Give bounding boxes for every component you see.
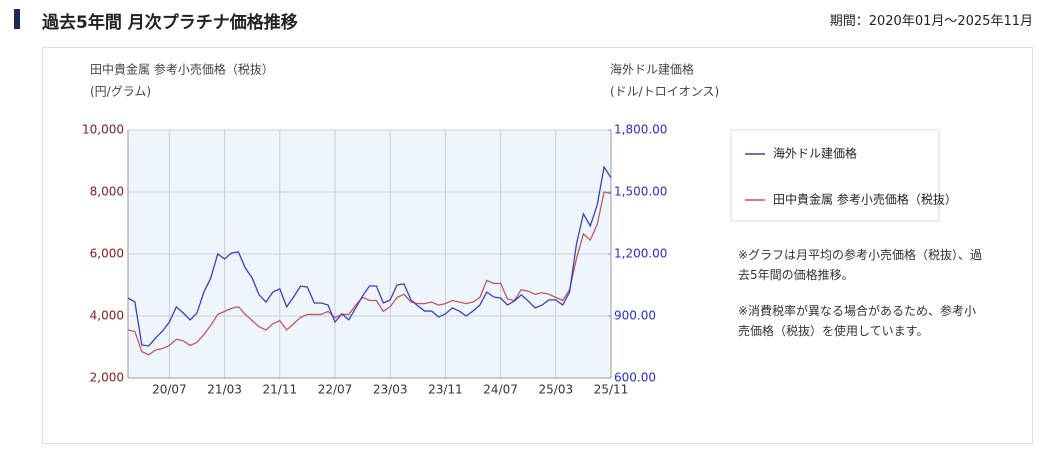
x-tick-label: 22/07	[318, 383, 353, 397]
y-tick-label: 6,000	[90, 247, 124, 261]
page-title: 過去5年間 月次プラチナ価格推移	[42, 13, 298, 33]
x-tick-label: 21/03	[207, 383, 242, 397]
y2-tick-label: 1,200.00	[614, 247, 667, 261]
y-tick-label: 8,000	[90, 185, 124, 199]
x-tick-label: 25/03	[539, 383, 574, 397]
x-tick-label: 24/07	[483, 383, 518, 397]
x-tick-label: 20/07	[152, 383, 187, 397]
y-tick-label: 10,000	[82, 123, 124, 137]
y-tick-label: 4,000	[90, 309, 124, 323]
x-tick-label: 23/11	[428, 383, 463, 397]
y2-tick-label: 600.00	[614, 371, 656, 385]
note: ※消費税率が異なる場合があるため、参考小売価格（税抜）を使用しています。	[738, 304, 977, 338]
x-tick-label: 25/11	[594, 383, 629, 397]
chart-card	[42, 47, 1033, 444]
line-series	[127, 191, 612, 356]
y2-tick-label: 900.00	[614, 309, 656, 323]
legend-label: 海外ドル建価格	[773, 146, 857, 161]
header: 過去5年間 月次プラチナ価格推移 期間：2020年01月～2025年11月	[0, 0, 1055, 40]
x-tick-label: 21/11	[263, 383, 298, 397]
x-tick-label: 23/03	[373, 383, 408, 397]
period: 期間：2020年01月～2025年11月	[829, 14, 1033, 29]
y2-axis-title: 海外ドル建価格	[610, 62, 694, 77]
y2-tick-label: 1,800.00	[614, 123, 667, 137]
line-series	[127, 165, 612, 347]
y-axis-unit: (円/グラム)	[90, 85, 151, 99]
y2-tick-label: 1,500.00	[614, 185, 667, 199]
header-marker	[14, 9, 20, 29]
note: ※グラフは月平均の参考小売価格（税抜）、過去5年間の価格推移。	[738, 248, 983, 282]
legend-box	[730, 129, 940, 222]
y-tick-label: 2,000	[90, 371, 124, 385]
legend-label: 田中貴金属 参考小売価格（税抜）	[773, 192, 957, 207]
y2-axis-unit: (ドル/トロイオンス)	[610, 85, 719, 99]
y-axis-title: 田中貴金属 参考小売価格（税抜）	[90, 62, 274, 77]
